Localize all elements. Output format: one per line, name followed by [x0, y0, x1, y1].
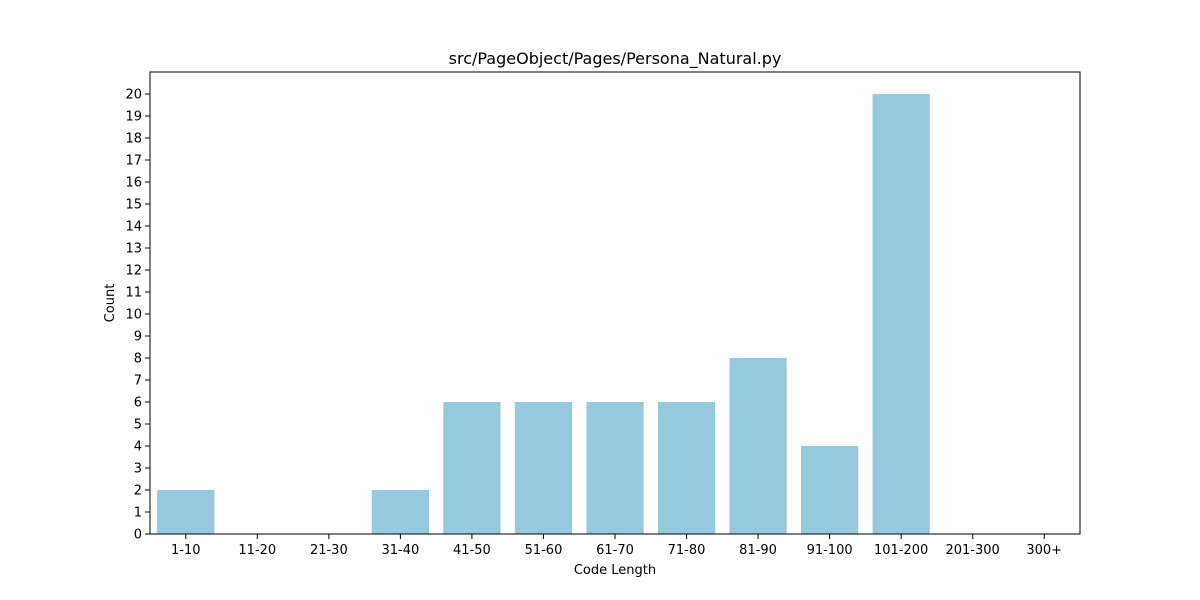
bar-71-80: [657, 402, 716, 534]
y-axis-label: Count: [103, 284, 118, 323]
y-tick-label: 2: [134, 484, 142, 499]
bars-group: [157, 94, 930, 534]
y-tick-label: 17: [125, 154, 142, 169]
y-tick-label: 1: [134, 506, 142, 521]
y-tick-label: 7: [134, 374, 142, 389]
x-tick-label: 11-20: [238, 543, 276, 558]
y-tick-label: 9: [134, 330, 142, 345]
y-tick-label: 12: [125, 264, 142, 279]
y-tick-label: 3: [134, 462, 142, 477]
x-axis-label: Code Length: [574, 563, 656, 578]
x-axis: 1-10 11-20 21-30 31-40 41-50 51-60 61-70 71-80 8…: [171, 534, 1062, 558]
x-tick-label: 101-200: [874, 543, 928, 558]
x-tick-label: 81-90: [739, 543, 777, 558]
x-tick-label: 201-300: [946, 543, 1000, 558]
x-tick-label: 91-100: [807, 543, 853, 558]
y-tick-label: 15: [125, 198, 142, 213]
y-tick-label: 4: [134, 440, 142, 455]
x-tick-label: 300+: [1026, 543, 1062, 558]
x-tick-label: 51-60: [525, 543, 563, 558]
y-tick-label: 13: [125, 242, 142, 257]
x-tick-label: 41-50: [453, 543, 491, 558]
y-tick-label: 16: [125, 176, 142, 191]
bar-1-10: [157, 490, 215, 534]
y-tick-label: 11: [125, 286, 142, 301]
x-tick-label: 1-10: [171, 543, 201, 558]
y-tick-label: 10: [125, 308, 142, 323]
bar-31-40: [371, 490, 429, 534]
bar-51-60: [514, 402, 573, 534]
y-tick-label: 14: [125, 220, 142, 235]
y-tick-label: 8: [134, 352, 142, 367]
y-tick-label: 19: [125, 110, 142, 125]
bar-81-90: [729, 358, 787, 534]
bar-91-100: [801, 446, 859, 534]
y-tick-label: 6: [134, 396, 142, 411]
bar-41-50: [443, 402, 501, 534]
y-tick-label: 0: [134, 528, 142, 543]
bar-61-70: [586, 402, 644, 534]
y-tick-label: 20: [125, 88, 142, 103]
chart-title: src/PageObject/Pages/Persona_Natural.py: [449, 49, 782, 69]
x-tick-label: 61-70: [596, 543, 634, 558]
x-tick-label: 21-30: [310, 543, 348, 558]
x-tick-label: 71-80: [668, 543, 706, 558]
x-tick-label: 31-40: [381, 543, 419, 558]
y-tick-label: 18: [125, 132, 142, 147]
bar-101-200: [872, 94, 930, 534]
y-tick-label: 5: [134, 418, 142, 433]
